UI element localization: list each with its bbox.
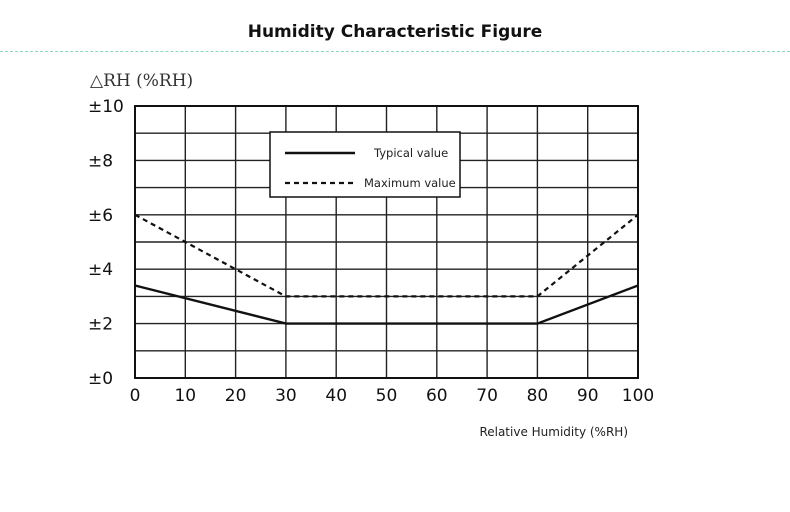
series-line-typical xyxy=(134,284,639,325)
x-tick-label: 90 xyxy=(577,386,599,406)
legend: Typical value Maximum value xyxy=(269,131,461,198)
y-tick-label: ±8 xyxy=(88,151,113,171)
x-tick-label: 80 xyxy=(527,386,549,406)
series-lines xyxy=(134,213,639,325)
y-tick-label: ±6 xyxy=(88,206,113,226)
x-tick-label: 0 xyxy=(130,386,141,406)
x-tick-label: 30 xyxy=(275,386,297,406)
y-tick-label: ±10 xyxy=(88,97,124,117)
y-tick-label: ±0 xyxy=(88,369,113,389)
x-tick-label: 60 xyxy=(426,386,448,406)
y-tick-label: ±2 xyxy=(88,315,113,335)
x-tick-label: 10 xyxy=(174,386,196,406)
legend-box xyxy=(269,131,461,198)
y-tick-label: ±4 xyxy=(88,260,113,280)
x-tick-label: 50 xyxy=(376,386,398,406)
x-tick-label: 70 xyxy=(476,386,498,406)
title-divider xyxy=(0,51,790,52)
tick-labels: 0 10 20 30 40 50 60 70 80 90 100 ±0 ±2 ±4 ±6 ±8 ±10 xyxy=(88,97,654,406)
plot-frame xyxy=(134,105,639,379)
legend-label: Maximum value xyxy=(364,176,456,190)
x-tick-label: 100 xyxy=(622,386,654,406)
y-axis-label: △RH (%RH) xyxy=(90,71,193,91)
x-tick-label: 40 xyxy=(325,386,347,406)
legend-label: Typical value xyxy=(373,146,448,160)
series-line-maximum xyxy=(134,213,639,298)
x-tick-label: 20 xyxy=(225,386,247,406)
page-title: Humidity Characteristic Figure xyxy=(247,22,543,42)
x-axis-label: Relative Humidity (%RH) xyxy=(479,425,628,439)
